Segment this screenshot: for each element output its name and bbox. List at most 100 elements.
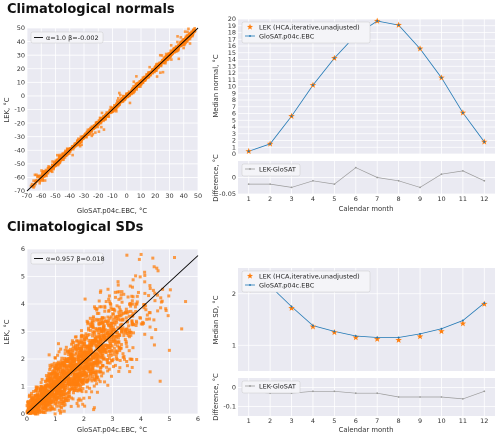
scatter-point xyxy=(83,364,87,368)
scatter-point xyxy=(73,382,77,386)
scatter-point xyxy=(52,395,56,399)
scatter-point xyxy=(55,363,59,367)
scatter-point xyxy=(50,363,54,367)
scatter-point xyxy=(128,284,132,288)
scatter-point xyxy=(116,336,120,340)
scatter-point xyxy=(130,322,134,326)
scatter-point xyxy=(47,353,51,357)
scatter-point xyxy=(139,252,143,256)
scatter-point xyxy=(66,396,70,400)
sds-monthly-legend xyxy=(241,270,371,293)
scatter-point xyxy=(70,356,74,360)
scatter-point xyxy=(76,141,80,145)
scatter-point xyxy=(82,340,86,344)
scatter-point xyxy=(115,349,119,353)
scatter-point xyxy=(95,307,99,311)
scatter-point xyxy=(63,352,67,356)
normals-difference-x-tick-label: 12 xyxy=(480,195,488,203)
normals-monthly-y-tick-label: 5 xyxy=(232,116,236,124)
scatter-point xyxy=(156,309,160,313)
scatter-point xyxy=(127,94,131,98)
scatter-point xyxy=(29,391,33,395)
scatter-point xyxy=(62,389,66,393)
scatter-point xyxy=(91,334,95,338)
scatter-point xyxy=(36,407,40,411)
sds-difference-x-tick-label: 2 xyxy=(268,417,272,425)
scatter-point xyxy=(90,319,94,323)
scatter-point xyxy=(95,344,99,348)
scatter-point xyxy=(166,314,170,318)
scatter-point xyxy=(97,327,101,331)
lek-star-marker xyxy=(352,334,360,341)
scatter-point xyxy=(98,370,102,374)
scatter-point xyxy=(28,402,32,406)
lek-star-marker xyxy=(395,336,402,343)
scatter-point xyxy=(148,284,152,288)
scatter-point xyxy=(104,331,108,335)
scatter-point xyxy=(93,353,97,357)
scatter-point xyxy=(99,345,103,349)
scatter-point xyxy=(148,325,152,329)
scatter-point xyxy=(47,401,51,405)
scatter-point xyxy=(107,367,111,371)
scatter-point xyxy=(109,306,113,310)
scatter-point xyxy=(63,364,67,368)
normals-monthly-y-tick-label: 6 xyxy=(232,110,236,118)
scatter-point xyxy=(61,380,65,384)
scatter-point xyxy=(83,355,87,359)
scatter-point xyxy=(102,349,106,353)
scatter-point xyxy=(71,345,75,349)
scatter-point xyxy=(104,351,108,355)
scatter-point xyxy=(61,152,65,155)
scatter-point xyxy=(112,321,116,325)
scatter-point xyxy=(118,91,121,95)
scatter-point xyxy=(61,360,65,364)
scatter-point xyxy=(119,342,123,346)
scatter-point xyxy=(41,406,45,410)
scatter-point xyxy=(112,337,116,341)
scatter-point xyxy=(83,133,87,136)
scatter-point xyxy=(125,92,129,95)
scatter-point xyxy=(42,400,46,404)
scatter-point xyxy=(121,326,125,330)
scatter-point xyxy=(81,402,85,406)
scatter-point xyxy=(90,364,94,368)
scatter-point xyxy=(119,293,123,297)
scatter-point xyxy=(134,87,138,90)
scatter-point xyxy=(49,169,52,173)
scatter-point xyxy=(29,394,33,398)
scatter-point xyxy=(128,101,132,105)
scatter-point xyxy=(29,400,33,404)
scatter-point xyxy=(37,402,41,406)
scatter-point xyxy=(66,381,70,385)
scatter-point xyxy=(59,361,63,365)
scatter-point xyxy=(58,393,62,397)
scatter-point xyxy=(78,371,82,375)
scatter-point xyxy=(176,40,179,44)
scatter-point xyxy=(114,319,118,323)
sds-difference-y-tick-label: 0 xyxy=(232,384,236,392)
normals-difference-x-tick-label: 4 xyxy=(311,195,315,203)
scatter-point xyxy=(52,167,55,171)
scatter-point xyxy=(108,316,112,320)
scatter-point xyxy=(94,122,98,126)
scatter-point xyxy=(69,354,73,357)
scatter-point xyxy=(41,410,45,414)
scatter-point xyxy=(155,64,158,67)
scatter-point xyxy=(90,379,94,383)
scatter-point xyxy=(105,321,109,325)
scatter-point xyxy=(48,363,52,367)
scatter-point xyxy=(107,349,111,353)
scatter-point xyxy=(147,294,151,298)
scatter-point xyxy=(56,360,60,364)
scatter-point xyxy=(53,364,57,368)
scatter-point xyxy=(143,273,147,277)
scatter-point xyxy=(50,364,54,368)
scatter-point xyxy=(36,410,40,414)
sds-scatter-x-tick-label: 1 xyxy=(53,415,57,423)
scatter-point xyxy=(55,404,59,408)
scatter-point xyxy=(78,365,82,369)
lek-star-marker xyxy=(288,304,295,311)
scatter-point xyxy=(124,341,128,345)
scatter-point xyxy=(104,112,108,116)
